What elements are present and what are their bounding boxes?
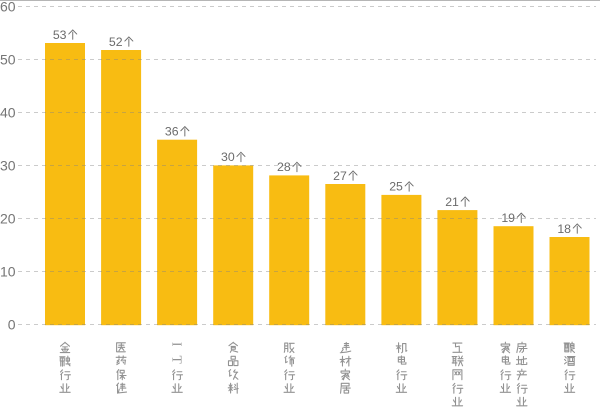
svg-text:28: 28 <box>277 160 291 174</box>
svg-text:I: I <box>169 342 184 347</box>
svg-text:52: 52 <box>109 35 123 49</box>
svg-text:40: 40 <box>0 105 16 121</box>
svg-text:30: 30 <box>0 158 16 174</box>
svg-text:30: 30 <box>221 150 235 164</box>
svg-text:36: 36 <box>165 125 179 139</box>
svg-text:25: 25 <box>389 180 403 194</box>
svg-text:T: T <box>169 356 184 365</box>
svg-text:19: 19 <box>501 211 515 225</box>
svg-text:18: 18 <box>557 222 571 236</box>
svg-text:10: 10 <box>0 264 16 280</box>
svg-text:27: 27 <box>333 169 347 183</box>
svg-text:21: 21 <box>445 195 459 209</box>
svg-text:60: 60 <box>0 0 16 15</box>
svg-text:53: 53 <box>53 28 67 42</box>
svg-text:20: 20 <box>0 211 16 227</box>
svg-text:0: 0 <box>8 317 16 333</box>
svg-text:50: 50 <box>0 52 16 68</box>
